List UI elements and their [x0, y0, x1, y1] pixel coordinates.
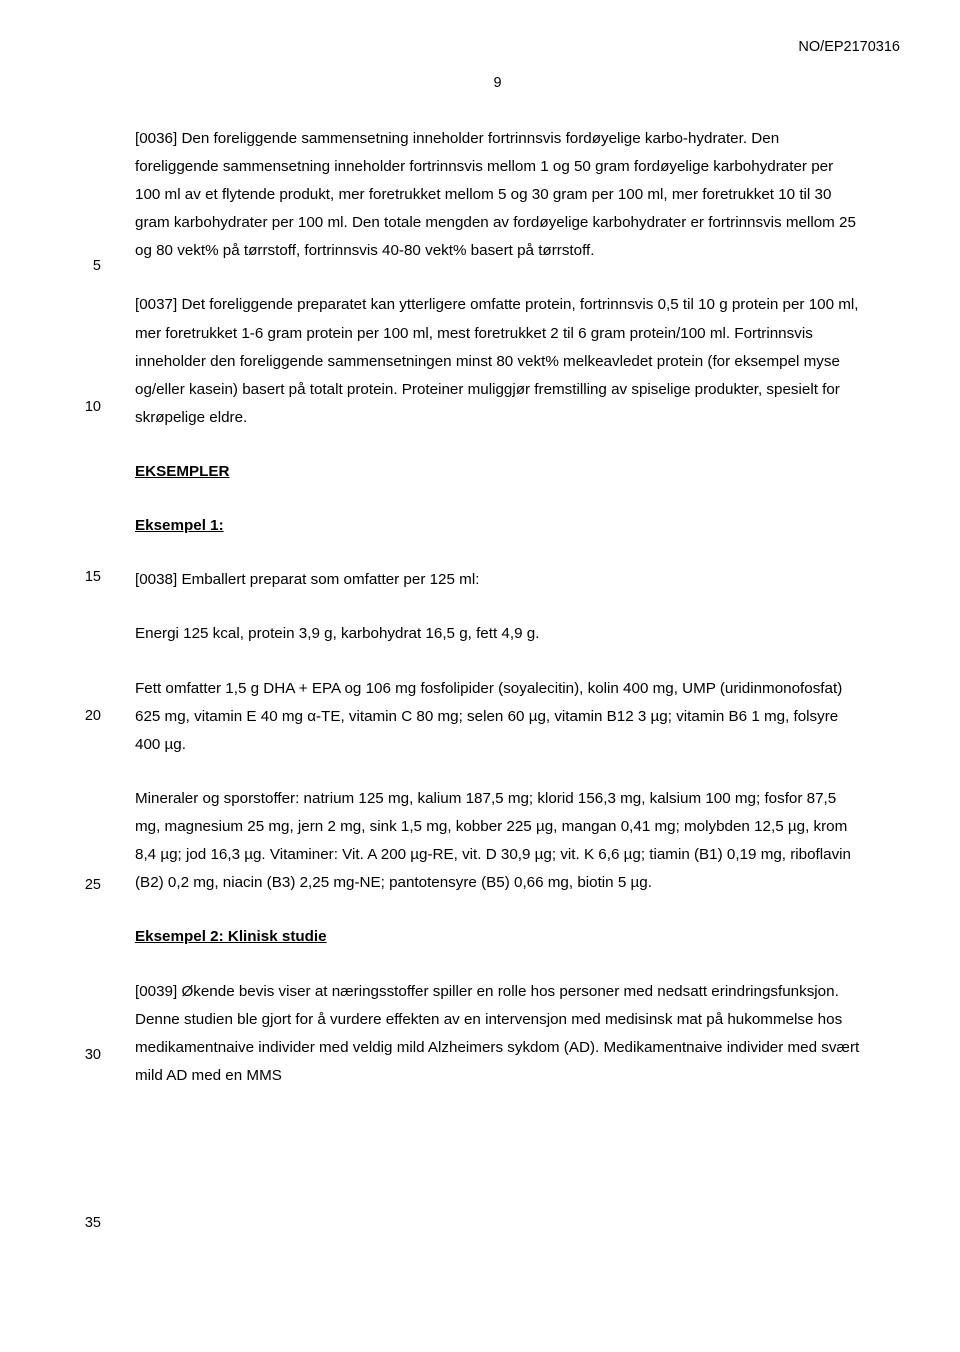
line-number-15: 15 [76, 564, 101, 591]
line-number-5: 5 [76, 253, 101, 280]
mineraler-paragraph: Mineraler og sporstoffer: natrium 125 mg… [135, 785, 860, 898]
page-number: 9 [135, 70, 860, 97]
patent-page: NO/EP2170316 9 5 10 15 20 25 30 35 [0036… [0, 0, 960, 1352]
energi-line: Energi 125 kcal, protein 3,9 g, karbohyd… [135, 620, 860, 648]
eksempel-2-heading: Eksempel 2: Klinisk studie [135, 923, 860, 951]
line-number-25: 25 [76, 872, 101, 899]
paragraph-0037: [0037] Det foreliggende preparatet kan y… [135, 291, 860, 432]
paragraph-0038: [0038] Emballert preparat som omfatter p… [135, 566, 860, 594]
doc-number: NO/EP2170316 [798, 34, 900, 61]
paragraph-0039: [0039] Økende bevis viser at næringsstof… [135, 978, 860, 1091]
line-number-10: 10 [76, 394, 101, 421]
line-number-35: 35 [76, 1210, 101, 1237]
line-number-30: 30 [76, 1042, 101, 1069]
line-number-20: 20 [76, 703, 101, 730]
eksempel-1-heading: Eksempel 1: [135, 512, 860, 540]
fett-paragraph: Fett omfatter 1,5 g DHA + EPA og 106 mg … [135, 675, 860, 759]
eksempler-heading: EKSEMPLER [135, 458, 860, 486]
paragraph-0036: [0036] Den foreliggende sammensetning in… [135, 125, 860, 266]
